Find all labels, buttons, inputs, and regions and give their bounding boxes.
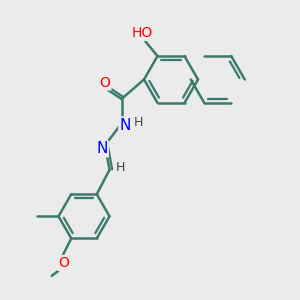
Text: N: N bbox=[96, 141, 108, 156]
Text: O: O bbox=[58, 256, 69, 270]
Text: H: H bbox=[133, 116, 143, 129]
Text: HO: HO bbox=[132, 26, 153, 40]
Text: H: H bbox=[115, 161, 125, 174]
Text: N: N bbox=[119, 118, 131, 133]
Text: O: O bbox=[100, 76, 110, 89]
